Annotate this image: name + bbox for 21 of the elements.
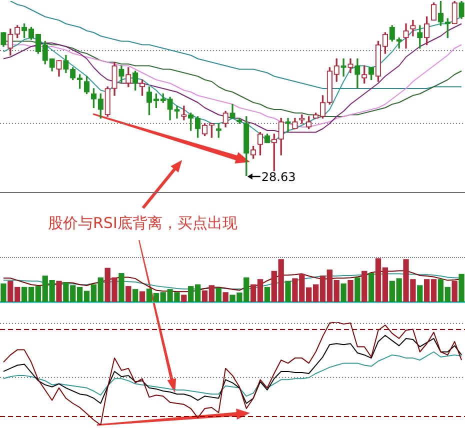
- bar: [362, 270, 368, 302]
- bar: [340, 283, 346, 302]
- bar: [0, 283, 6, 302]
- bar: [452, 280, 458, 302]
- bar: [181, 294, 187, 302]
- bar: [118, 273, 124, 302]
- bar: [56, 280, 62, 302]
- bar: [222, 292, 228, 302]
- bar: [126, 286, 132, 302]
- annotation: 28.63: [261, 170, 296, 184]
- bar: [417, 285, 423, 302]
- bar: [348, 280, 354, 302]
- bar: [458, 274, 464, 302]
- bar: [368, 273, 374, 302]
- text: 股价与RSI底背离，买点出现: [48, 214, 238, 232]
- bar: [285, 280, 291, 302]
- bar: [354, 277, 360, 302]
- bar: [264, 286, 270, 302]
- bar: [132, 289, 138, 302]
- bar: [139, 291, 146, 302]
- bar: [216, 288, 222, 302]
